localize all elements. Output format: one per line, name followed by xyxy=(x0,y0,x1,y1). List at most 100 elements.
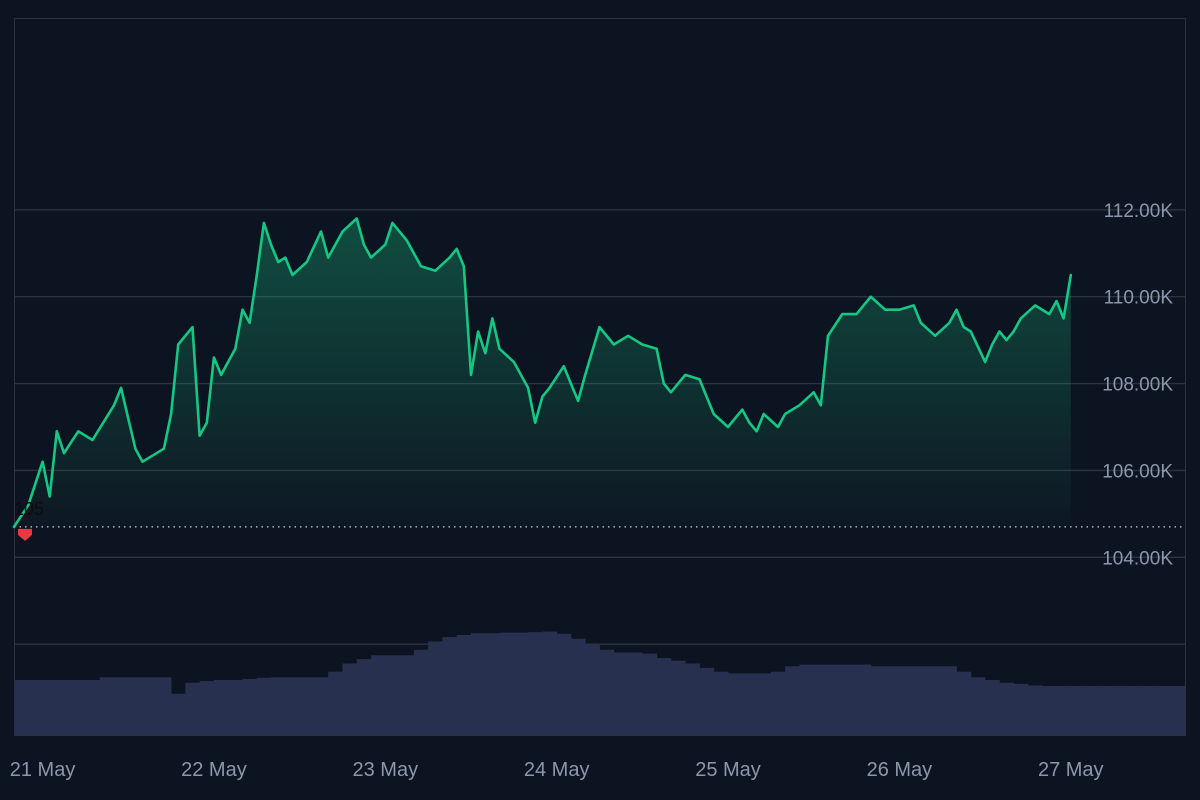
volume-bar xyxy=(1156,686,1172,735)
volume-bar xyxy=(642,653,658,735)
volume-bar xyxy=(813,664,829,735)
volume-bar xyxy=(213,680,229,735)
volume-bar xyxy=(885,666,900,735)
volume-bar xyxy=(299,677,315,735)
x-tick-label: 27 May xyxy=(1038,759,1104,781)
x-tick-label: 24 May xyxy=(524,759,590,781)
y-tick-label: 108.00K xyxy=(1102,375,1173,396)
volume-bar xyxy=(256,677,272,735)
x-tick-label: 23 May xyxy=(352,759,418,781)
volume-bar xyxy=(842,664,857,735)
volume-bar xyxy=(328,671,343,735)
x-axis-labels: 21 May 22 May 23 May 24 May 25 May 26 May 27 M… xyxy=(10,759,1104,781)
volume-bar xyxy=(870,666,886,735)
volume-bar xyxy=(142,677,158,735)
volume-bar xyxy=(556,633,572,735)
volume-bar xyxy=(71,680,86,735)
volume-bar xyxy=(770,671,786,735)
volume-bar xyxy=(128,677,143,735)
volume-bar xyxy=(856,664,872,735)
volume-bar xyxy=(285,677,301,735)
volume-bar xyxy=(28,680,43,735)
volume-bar xyxy=(1170,686,1185,735)
volume-bar xyxy=(470,633,486,735)
x-tick-label: 25 May xyxy=(695,759,761,781)
volume-bar xyxy=(442,637,458,735)
start-marker-flag xyxy=(18,528,32,541)
volume-bar xyxy=(356,659,372,735)
volume-bar xyxy=(970,677,986,735)
volume-bar xyxy=(699,667,715,735)
volume-bar xyxy=(599,649,615,735)
volume-bar xyxy=(827,664,843,735)
start-marker-label: 105 xyxy=(14,499,44,519)
volume-bar xyxy=(670,660,686,735)
volume-bar xyxy=(1070,686,1086,735)
plot-frame xyxy=(14,18,1186,736)
x-tick-label: 26 May xyxy=(867,759,933,781)
price-area-fill xyxy=(14,218,1071,527)
volume-bar xyxy=(1142,686,1157,735)
volume-bar xyxy=(456,634,472,735)
y-tick-label: 106.00K xyxy=(1102,461,1173,482)
volume-bar xyxy=(542,631,558,735)
volume-bars xyxy=(14,631,1185,735)
volume-bar xyxy=(42,680,58,735)
volume-bar xyxy=(499,632,515,735)
volume-bar xyxy=(1113,686,1129,735)
volume-bar xyxy=(428,641,443,735)
volume-bar xyxy=(956,671,972,735)
volume-bar xyxy=(799,664,815,735)
volume-bar xyxy=(913,666,929,735)
volume-bar xyxy=(742,673,757,735)
start-marker: 105 xyxy=(14,499,44,541)
volume-bar xyxy=(185,682,201,735)
volume-bar xyxy=(14,680,29,735)
volume-bar xyxy=(785,666,800,735)
volume-bar xyxy=(342,663,358,735)
x-tick-label: 21 May xyxy=(10,759,76,781)
volume-bar xyxy=(513,632,529,735)
volume-bar xyxy=(899,666,915,735)
volume-bar xyxy=(371,655,386,735)
y-tick-label: 104.00K xyxy=(1102,548,1173,569)
volume-bar xyxy=(942,666,957,735)
volume-bar xyxy=(585,644,600,735)
volume-bar xyxy=(228,680,243,735)
volume-bar xyxy=(85,680,101,735)
y-tick-label: 112.00K xyxy=(1104,201,1174,222)
volume-bar xyxy=(1099,686,1114,735)
volume-bar xyxy=(1085,686,1100,735)
volume-bar xyxy=(685,663,700,735)
volume-bar xyxy=(1056,686,1072,735)
volume-bar xyxy=(656,658,672,735)
volume-bar xyxy=(528,632,543,735)
volume-bar xyxy=(570,638,586,735)
volume-bar xyxy=(156,677,172,735)
volume-bar xyxy=(628,652,643,735)
volume-bar xyxy=(313,677,329,735)
volume-bar xyxy=(999,682,1015,735)
x-tick-label: 22 May xyxy=(181,759,247,781)
volume-bar xyxy=(756,673,772,735)
volume-bar xyxy=(713,671,729,735)
volume-bar xyxy=(385,655,400,735)
y-axis-labels: 104.00K 106.00K 108.00K 110.00K 112.00K xyxy=(1102,201,1173,569)
volume-bar xyxy=(399,655,415,735)
volume-bar xyxy=(728,673,743,735)
volume-bar xyxy=(985,680,1000,735)
volume-bar xyxy=(242,678,258,735)
volume-bar xyxy=(1027,685,1043,735)
volume-bar xyxy=(1042,686,1057,735)
volume-bar xyxy=(99,677,115,735)
volume-bar xyxy=(613,652,629,735)
volume-bar xyxy=(1127,686,1143,735)
volume-bar xyxy=(171,693,186,735)
volume-bar xyxy=(927,666,943,735)
volume-bar xyxy=(485,633,500,735)
volume-bar xyxy=(413,649,429,735)
volume-bar xyxy=(271,677,286,735)
volume-bar xyxy=(56,680,72,735)
price-line[interactable] xyxy=(12,217,1073,529)
